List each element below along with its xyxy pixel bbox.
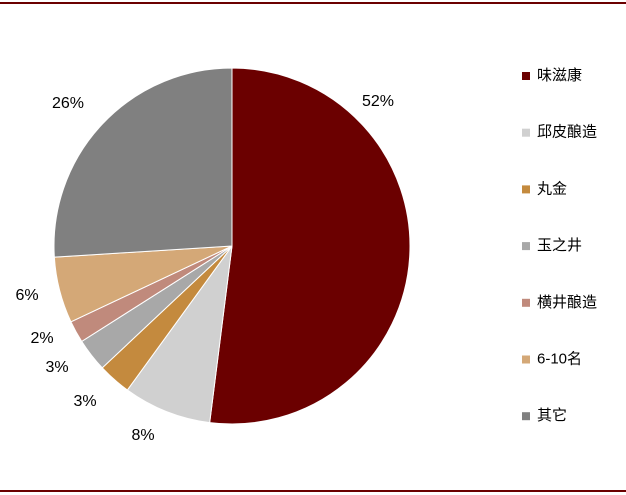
pie-slice: [53, 67, 233, 258]
data-label: 2%: [30, 330, 53, 347]
data-label: 52%: [362, 93, 394, 110]
legend-swatch: [522, 298, 530, 307]
legend-label: 横井酿造: [537, 294, 597, 311]
legend-label: 其它: [537, 406, 567, 424]
legend-swatch: [522, 72, 530, 80]
legend-swatch: [522, 128, 530, 137]
data-label: 3%: [73, 393, 96, 410]
legend-label: 丸金: [537, 180, 567, 197]
legend-label: 邱皮酿造: [537, 124, 597, 141]
data-label: 6%: [15, 287, 38, 304]
legend-label: 6-10名: [537, 350, 582, 367]
legend-swatch: [522, 355, 530, 364]
legend-label: 玉之井: [537, 237, 582, 254]
legend-swatch: [522, 185, 530, 194]
data-label: 26%: [52, 95, 84, 112]
pie-slice: [209, 67, 411, 425]
legend-label: 味滋康: [537, 67, 582, 84]
pie-slice: [126, 245, 233, 424]
data-label: 8%: [131, 427, 154, 444]
legend-swatch: [522, 242, 530, 251]
data-label: 3%: [45, 359, 68, 376]
legend-swatch: [522, 412, 530, 421]
